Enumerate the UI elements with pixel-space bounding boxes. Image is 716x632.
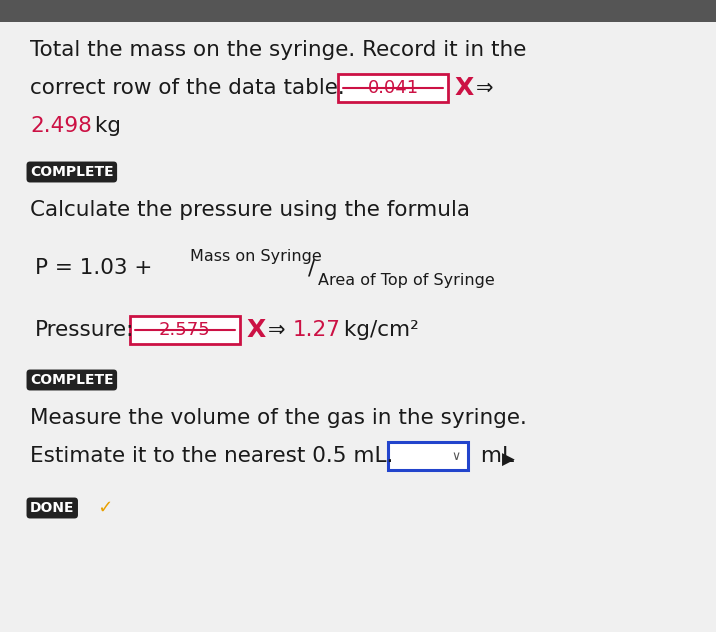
Text: X: X	[247, 318, 266, 342]
Text: 1.27: 1.27	[293, 320, 341, 340]
Bar	[388, 442, 468, 470]
Text: DONE: DONE	[30, 501, 74, 515]
Text: P = 1.03 +: P = 1.03 +	[35, 258, 159, 278]
Text: correct row of the data table.: correct row of the data table.	[30, 78, 344, 98]
Text: 2.498: 2.498	[30, 116, 92, 136]
Text: ✓: ✓	[92, 499, 113, 517]
Text: kg: kg	[88, 116, 121, 136]
Text: kg/cm²: kg/cm²	[337, 320, 419, 340]
Text: 2.575: 2.575	[159, 321, 211, 339]
Bar	[338, 74, 448, 102]
Text: Mass on Syringe: Mass on Syringe	[190, 248, 321, 264]
Text: Pressure:: Pressure:	[35, 320, 135, 340]
Text: 0.041: 0.041	[367, 79, 419, 97]
Bar	[130, 316, 240, 344]
Text: COMPLETE: COMPLETE	[30, 373, 114, 387]
Text: ∨: ∨	[451, 449, 460, 463]
Text: ▶: ▶	[502, 451, 515, 469]
Bar	[0, 0, 716, 22]
Text: ⇒: ⇒	[476, 78, 493, 98]
Text: Area of Top of Syringe: Area of Top of Syringe	[318, 272, 495, 288]
Text: /: /	[308, 258, 315, 278]
Text: Estimate it to the nearest 0.5 mL.: Estimate it to the nearest 0.5 mL.	[30, 446, 393, 466]
Text: COMPLETE: COMPLETE	[30, 165, 114, 179]
Text: X: X	[455, 76, 474, 100]
Text: Calculate the pressure using the formula: Calculate the pressure using the formula	[30, 200, 470, 220]
Text: Total the mass on the syringe. Record it in the: Total the mass on the syringe. Record it…	[30, 40, 526, 60]
Text: Measure the volume of the gas in the syringe.: Measure the volume of the gas in the syr…	[30, 408, 527, 428]
Text: ⇒: ⇒	[268, 320, 286, 340]
Text: mL: mL	[474, 446, 514, 466]
